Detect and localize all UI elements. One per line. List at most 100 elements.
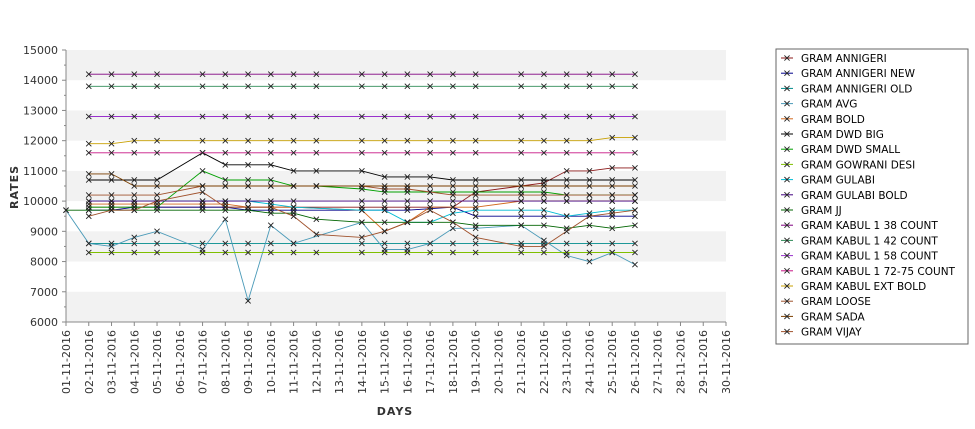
- data-point: [267, 240, 274, 247]
- legend-label: GRAM ANNIGERI: [801, 53, 887, 65]
- series-gram-kabul-1-38-count: [85, 71, 638, 78]
- legend-marker: [784, 252, 790, 259]
- data-point: [199, 207, 206, 214]
- data-point: [108, 113, 115, 120]
- data-point: [290, 240, 297, 247]
- data-point: [563, 192, 570, 198]
- data-point: [563, 198, 570, 205]
- data-point: [131, 183, 138, 189]
- data-point: [108, 140, 115, 147]
- x-tick-label: 09-11-2016: [242, 330, 255, 394]
- data-point: [472, 249, 479, 256]
- data-point: [245, 297, 251, 304]
- data-point: [404, 137, 411, 144]
- data-point: [245, 83, 251, 90]
- series-gram-kabul-ext-bold: [85, 134, 638, 147]
- data-point: [586, 71, 593, 78]
- legend-marker: [784, 237, 790, 244]
- data-point: [222, 183, 229, 189]
- x-tick-label: 17-11-2016: [424, 330, 437, 394]
- legend-label: GRAM VIJAY: [801, 327, 862, 339]
- legend-marker: [784, 115, 790, 122]
- data-point: [358, 234, 365, 241]
- x-tick-label: 26-11-2016: [629, 330, 642, 394]
- legend-marker: [784, 55, 790, 61]
- data-point: [472, 198, 479, 205]
- data-point: [427, 198, 434, 205]
- data-point: [541, 83, 547, 90]
- data-point: [609, 240, 616, 247]
- data-point: [541, 213, 547, 220]
- x-tick-label: 29-11-2016: [697, 330, 710, 394]
- data-point: [518, 207, 525, 214]
- legend-label: GRAM JJ: [801, 205, 842, 217]
- data-point: [154, 137, 160, 144]
- data-point: [131, 240, 138, 247]
- data-point: [245, 240, 251, 247]
- data-point: [313, 71, 320, 78]
- series-line: [88, 170, 635, 208]
- legend-item: GRAM BOLD: [781, 114, 865, 126]
- data-point: [222, 83, 229, 90]
- data-point: [541, 137, 547, 144]
- data-point: [586, 113, 593, 120]
- data-point: [358, 198, 365, 205]
- legend-label: GRAM ANNIGERI OLD: [801, 83, 912, 95]
- x-tick-label: 13-11-2016: [333, 330, 346, 394]
- data-point: [586, 258, 593, 265]
- legend-marker: [784, 222, 790, 229]
- data-point: [427, 240, 434, 247]
- data-point: [154, 249, 160, 256]
- data-point: [472, 149, 479, 156]
- data-point: [404, 219, 411, 226]
- data-point: [85, 240, 92, 247]
- data-point: [404, 174, 411, 180]
- data-point: [381, 207, 388, 214]
- data-point: [199, 249, 206, 256]
- data-point: [472, 177, 479, 183]
- data-point: [154, 240, 160, 247]
- series-line: [88, 185, 635, 196]
- data-point: [518, 192, 525, 198]
- x-tick-label: 03-11-2016: [106, 330, 119, 394]
- data-point: [267, 113, 274, 120]
- data-point: [222, 137, 229, 144]
- legend-label: GRAM DWD SMALL: [801, 144, 900, 156]
- data-point: [267, 149, 274, 156]
- data-point: [222, 240, 229, 247]
- data-point: [518, 83, 525, 90]
- data-point: [472, 137, 479, 144]
- grid-band: [66, 291, 726, 322]
- series-gram-gulabi: [85, 198, 638, 226]
- data-point: [632, 83, 638, 90]
- data-point: [85, 198, 92, 205]
- data-point: [358, 207, 365, 214]
- legend-item: GRAM ANNIGERI OLD: [781, 83, 912, 95]
- y-tick-label: 12000: [23, 135, 58, 148]
- data-point: [518, 137, 525, 144]
- data-point: [586, 177, 593, 183]
- data-point: [358, 167, 365, 174]
- legend-label: GRAM KABUL 1 38 COUNT: [801, 220, 938, 232]
- data-point: [358, 137, 365, 144]
- data-point: [404, 83, 411, 90]
- data-point: [290, 198, 297, 205]
- x-tick-label: 30-11-2016: [720, 330, 733, 394]
- data-point: [245, 198, 251, 205]
- data-point: [541, 237, 547, 244]
- data-point: [267, 83, 274, 90]
- legend-marker: [784, 131, 790, 137]
- data-point: [381, 240, 388, 247]
- data-point: [222, 204, 229, 211]
- data-point: [131, 207, 138, 214]
- data-point: [404, 198, 411, 205]
- y-tick-label: 14000: [23, 74, 58, 87]
- grid-band: [66, 231, 726, 262]
- grid-bands: [66, 50, 726, 322]
- data-point: [313, 167, 320, 174]
- data-point: [472, 234, 479, 241]
- data-point: [290, 183, 297, 189]
- data-point: [586, 183, 593, 189]
- legend-item: GRAM KABUL 1 72-75 COUNT: [781, 266, 956, 278]
- data-point: [427, 71, 434, 78]
